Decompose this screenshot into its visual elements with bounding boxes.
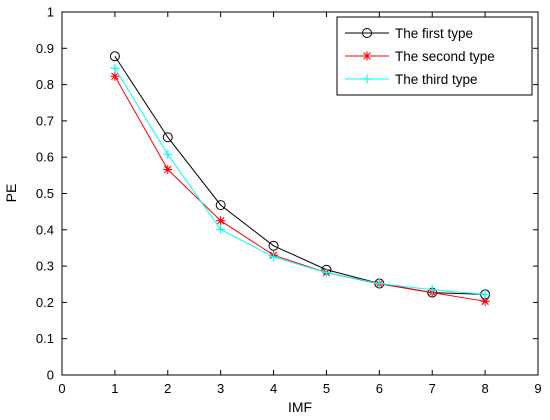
y-tick-label: 0 <box>47 368 54 383</box>
series-line <box>114 76 486 302</box>
y-tick-label: 0.9 <box>36 41 54 56</box>
legend-label: The third type <box>395 72 478 87</box>
y-tick-label: 0.7 <box>36 113 54 128</box>
data-point <box>163 149 173 159</box>
series-line <box>114 68 486 295</box>
y-tick-label: 0.3 <box>36 259 54 274</box>
data-point <box>268 240 279 251</box>
y-axis-label: PE <box>3 184 19 203</box>
y-tick-label: 0.5 <box>36 186 54 201</box>
x-tick-label: 1 <box>111 381 118 396</box>
x-tick-label: 4 <box>270 381 277 396</box>
legend: The first type The second type The third t… <box>336 16 533 96</box>
data-point <box>480 296 490 306</box>
data-point <box>162 132 173 143</box>
data-point <box>110 71 120 81</box>
data-point <box>269 252 279 262</box>
x-tick-label: 0 <box>58 381 65 396</box>
data-point <box>216 224 226 234</box>
x-tick-label: 9 <box>534 381 541 396</box>
data-point <box>374 279 384 289</box>
y-tick-label: 0.8 <box>36 77 54 92</box>
legend-entry: The first type <box>345 26 473 41</box>
data-point <box>215 200 226 211</box>
series-layer <box>109 51 491 306</box>
y-tick-label: 0.1 <box>36 331 54 346</box>
data-point <box>427 285 437 295</box>
legend-label: The first type <box>395 26 473 41</box>
data-point <box>480 289 490 299</box>
data-point <box>321 268 331 278</box>
legend-marker <box>362 74 372 84</box>
data-point <box>163 165 173 175</box>
data-point <box>110 63 120 73</box>
y-tick-label: 0.4 <box>36 222 54 237</box>
x-tick-label: 3 <box>217 381 224 396</box>
series-3 <box>110 63 490 299</box>
y-tick-label: 1 <box>47 5 54 20</box>
x-tick-label: 2 <box>164 381 171 396</box>
legend-marker <box>362 28 372 38</box>
data-point <box>216 216 226 226</box>
legend-entry: The second type <box>345 49 495 64</box>
x-tick-label: 7 <box>429 381 436 396</box>
legend-marker <box>362 51 372 61</box>
data-point <box>109 51 120 62</box>
x-axis-ticks: 0 1 2 3 4 5 6 7 8 9 <box>58 12 542 396</box>
y-tick-label: 0.2 <box>36 295 54 310</box>
x-tick-label: 5 <box>323 381 330 396</box>
y-axis-ticks: 0 0.1 0.2 0.3 0.4 0.5 0.6 0.7 0.8 0.9 1 <box>36 5 538 383</box>
legend-label: The second type <box>395 49 495 64</box>
y-tick-label: 0.6 <box>36 150 54 165</box>
x-tick-label: 6 <box>376 381 383 396</box>
x-tick-label: 8 <box>481 381 488 396</box>
x-axis-label: IMF <box>288 399 312 415</box>
legend-entry: The third type <box>345 72 478 87</box>
